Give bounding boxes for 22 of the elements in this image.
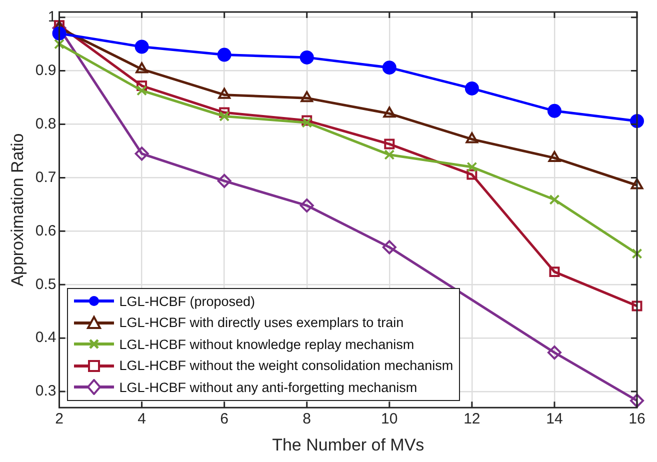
x-tick-label: 12: [464, 410, 480, 428]
x-tick-label: 14: [546, 410, 563, 428]
legend-label: LGL-HCBF (proposed): [119, 294, 256, 309]
y-tick-label: 0.8: [35, 115, 56, 132]
x-tick-label: 2: [55, 410, 64, 428]
y-tick-label: 0.5: [35, 276, 56, 293]
x-tick-label: 6: [220, 410, 228, 428]
x-axis-title: The Number of MVs: [272, 435, 424, 454]
y-tick-label: 0.9: [35, 62, 56, 79]
y-tick-label: 0.4: [35, 329, 56, 346]
legend-label: LGL-HCBF without any anti-forgetting mechanism: [119, 380, 418, 395]
y-tick-label: 0.3: [35, 382, 56, 400]
y-axis-title: Approximation Ratio: [8, 133, 27, 286]
y-tick-label: 0.7: [35, 168, 56, 186]
legend-label: LGL-HCBF with directly uses exemplars to train: [119, 315, 404, 330]
x-tick-label: 4: [138, 410, 146, 428]
legend-label: LGL-HCBF without knowledge replay mechanism: [119, 336, 414, 352]
legend-label: LGL-HCBF without the weight consolidation mechanism: [119, 358, 454, 374]
x-tick-label: 16: [628, 410, 646, 428]
x-tick-label: 8: [302, 410, 312, 428]
x-tick-label: 10: [381, 410, 398, 428]
y-tick-label: 0.6: [35, 222, 56, 240]
